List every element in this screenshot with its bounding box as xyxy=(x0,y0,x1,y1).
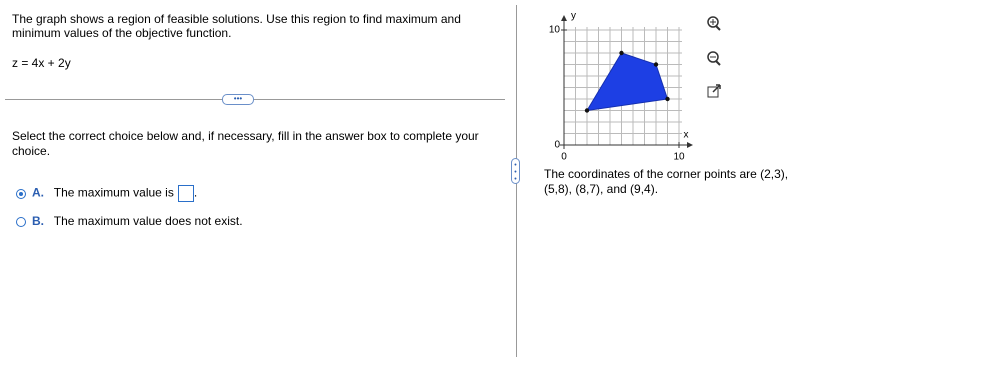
choice-suffix: . xyxy=(193,185,198,200)
caption: The coordinates of the corner points are… xyxy=(544,167,789,196)
instruction: Select the correct choice below and, if … xyxy=(12,129,479,158)
y-tick-label: 0 xyxy=(554,140,560,151)
resize-handle[interactable]: • • • xyxy=(511,158,520,184)
y-arrow xyxy=(561,15,567,21)
objective: z = 4x + 2y xyxy=(12,56,71,70)
expand-button[interactable]: ••• xyxy=(222,94,254,105)
corner-point xyxy=(584,108,590,113)
y-axis-label: y xyxy=(571,11,576,22)
feasible-region xyxy=(586,52,669,112)
y-tick-label: 10 xyxy=(549,25,561,36)
open-new[interactable] xyxy=(707,84,721,98)
x-axis-label: x xyxy=(684,130,689,141)
choice-letter: B. xyxy=(32,214,44,228)
divider xyxy=(5,99,505,100)
corner-point xyxy=(619,50,624,56)
zoom-in[interactable] xyxy=(707,16,721,31)
choice-b[interactable]: B. The maximum value does not exist. xyxy=(16,214,243,228)
radio[interactable] xyxy=(16,216,26,227)
intro: The graph shows a region of feasible sol… xyxy=(12,12,461,40)
choice-a[interactable]: A. The maximum value is. xyxy=(16,185,197,202)
x-tick-label: 0 xyxy=(561,152,567,163)
corner-point xyxy=(665,96,670,102)
answer-box[interactable] xyxy=(177,185,194,202)
choice-text: The maximum value does not exist. xyxy=(53,214,243,228)
x-arrow xyxy=(687,142,693,148)
choice-letter: A. xyxy=(32,185,44,200)
x-tick-label: 10 xyxy=(673,152,685,163)
choice-text: The maximum value is xyxy=(53,185,174,200)
radio[interactable] xyxy=(16,188,26,199)
zoom-out[interactable] xyxy=(707,51,721,66)
corner-point xyxy=(653,62,659,67)
